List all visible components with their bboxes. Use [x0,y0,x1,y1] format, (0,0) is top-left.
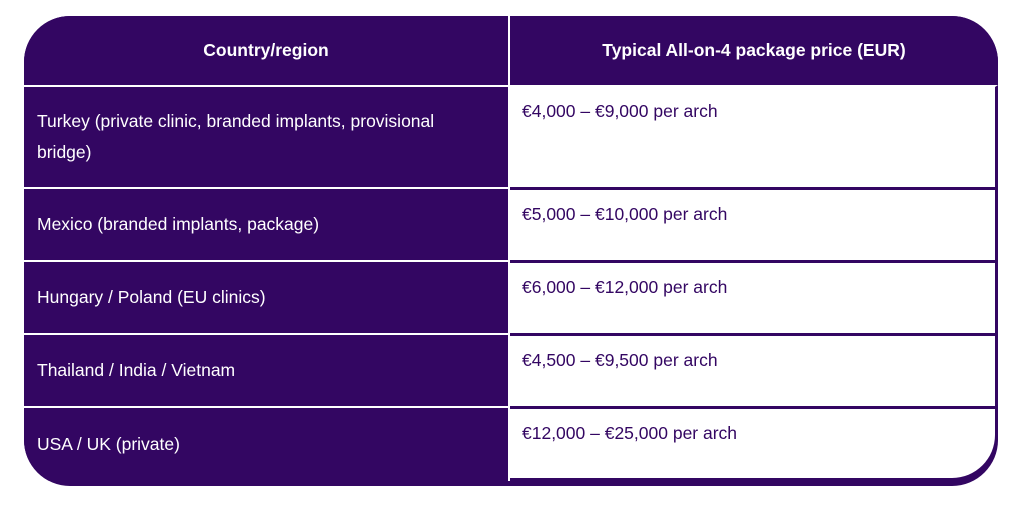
row-price-turkey: €4,000 – €9,000 per arch [510,85,998,187]
row-region-mexico: Mexico (branded implants, package) [24,187,510,260]
row-region-turkey: Turkey (private clinic, branded implants… [24,85,510,187]
row-price-mexico: €5,000 – €10,000 per arch [510,187,998,260]
header-country-region: Country/region [24,16,510,85]
row-region-thailand-india-vietnam: Thailand / India / Vietnam [24,333,510,406]
header-package-price: Typical All-on-4 package price (EUR) [510,16,998,85]
row-price-hungary-poland: €6,000 – €12,000 per arch [510,260,998,333]
row-price-usa-uk: €12,000 – €25,000 per arch [510,406,998,481]
row-price-thailand-india-vietnam: €4,500 – €9,500 per arch [510,333,998,406]
price-table: Country/region Typical All-on-4 package … [24,16,998,486]
row-region-hungary-poland: Hungary / Poland (EU clinics) [24,260,510,333]
row-region-usa-uk: USA / UK (private) [24,406,510,481]
